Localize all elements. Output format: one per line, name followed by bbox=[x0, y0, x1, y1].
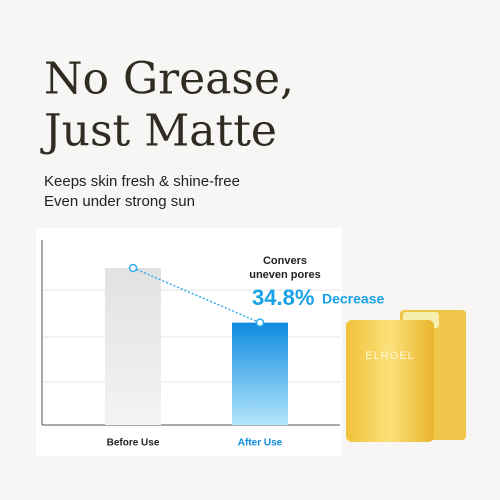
subtitle: Even under strong sun bbox=[44, 193, 195, 210]
bar bbox=[232, 322, 288, 425]
change-text: Decrease bbox=[322, 291, 384, 307]
x-tick-label: Before Use bbox=[107, 438, 160, 449]
brand: ELROEL bbox=[365, 350, 414, 362]
product: ELROEL bbox=[346, 310, 466, 442]
change-value: 34.8% bbox=[252, 285, 314, 310]
marker bbox=[255, 318, 265, 327]
stick-body bbox=[346, 320, 434, 442]
marker bbox=[128, 263, 138, 273]
headline: Just Matte bbox=[40, 106, 277, 157]
subtitle: Keeps skin fresh & shine-free bbox=[44, 173, 240, 190]
chart-panel bbox=[36, 228, 342, 456]
annotation: Convers bbox=[263, 255, 307, 267]
annotation: uneven pores bbox=[249, 269, 321, 281]
x-tick-label: After Use bbox=[238, 438, 283, 449]
bars: Before Use After Use bbox=[105, 263, 288, 449]
headline: No Grease, bbox=[44, 54, 294, 105]
trend-line bbox=[132, 267, 261, 324]
bar bbox=[105, 268, 161, 425]
